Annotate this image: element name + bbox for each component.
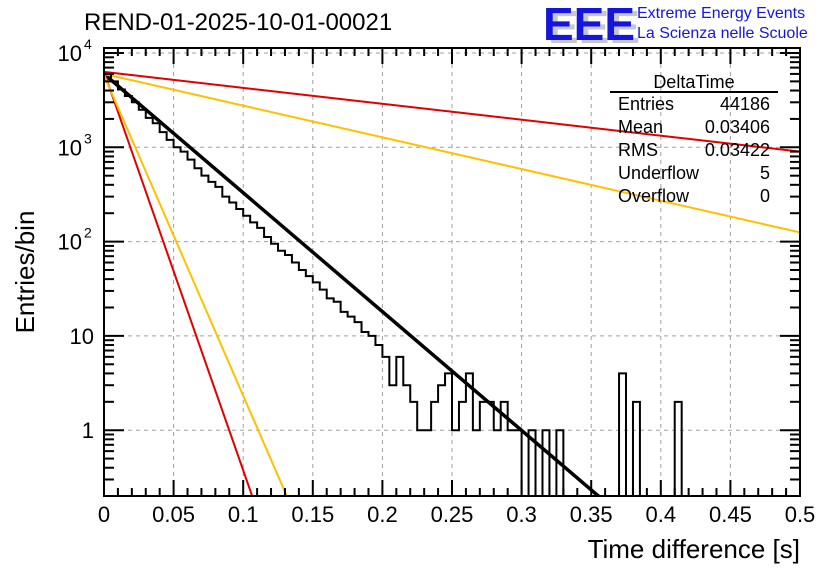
y-tick-exponent: 4 <box>84 36 92 52</box>
y-tick-label: 10 <box>58 41 82 66</box>
eee-logo: EEE EEE Extreme Energy Events La Scienza… <box>543 0 808 53</box>
x-tick-label: 0.25 <box>431 502 474 527</box>
stats-value: 5 <box>760 163 770 183</box>
plot-frame <box>103 47 801 497</box>
x-tick-label: 0.4 <box>646 502 677 527</box>
x-tick-label: 0.1 <box>228 502 259 527</box>
logo-line1: Extreme Energy Events <box>637 5 805 22</box>
x-tick-label: 0.35 <box>570 502 613 527</box>
y-tick-exponent: 3 <box>84 130 92 146</box>
x-tick-label: 0.05 <box>152 502 195 527</box>
logo-line2: La Scienza nelle Scuole <box>637 25 808 42</box>
stats-label: Overflow <box>618 186 690 206</box>
fit-line-yellow-steep <box>104 74 288 496</box>
stats-label: Mean <box>618 117 663 137</box>
stats-value: 0.03422 <box>705 140 770 160</box>
y-axis-title: Entries/bin <box>10 211 40 334</box>
y-tick-label: 10 <box>70 324 94 349</box>
fit-line-red-steep <box>104 71 254 496</box>
fit-line-yellow-shallow <box>104 72 800 234</box>
stats-label: RMS <box>618 140 658 160</box>
stats-value: 0.03406 <box>705 117 770 137</box>
x-tick-label: 0.2 <box>367 502 398 527</box>
x-tick-label: 0.15 <box>291 502 334 527</box>
y-tick-label: 1 <box>82 418 94 443</box>
fit-line-red-shallow <box>104 70 800 153</box>
x-axis-title: Time difference [s] <box>588 534 800 564</box>
x-tick-label: 0 <box>98 502 110 527</box>
x-tick-label: 0.3 <box>506 502 537 527</box>
histogram-step <box>104 72 683 496</box>
x-tick-label: 0.5 <box>785 502 816 527</box>
logo-shadow: EEE <box>548 1 640 53</box>
stats-title: DeltaTime <box>653 72 734 92</box>
logo-mark: EEE <box>543 0 635 50</box>
stats-box: DeltaTime Entries 44186 Mean 0.03406 RMS 0.03… <box>610 72 778 206</box>
stats-label: Underflow <box>618 163 700 183</box>
y-tick-label: 10 <box>58 135 82 160</box>
fit-lines <box>104 70 800 496</box>
y-tick-label: 10 <box>58 230 82 255</box>
x-tick-labels: 0 0.05 0.1 0.15 0.2 0.25 0.3 0.35 0.4 0.45 0.5 <box>98 502 815 527</box>
stats-label: Entries <box>618 94 674 114</box>
chart-title: REND-01-2025-10-01-00021 <box>84 9 392 36</box>
stats-value: 0 <box>760 186 770 206</box>
y-tick-exponent: 2 <box>84 225 92 241</box>
fit-line-fit <box>104 72 602 496</box>
stats-value: 44186 <box>720 94 770 114</box>
x-tick-label: 0.45 <box>709 502 752 527</box>
